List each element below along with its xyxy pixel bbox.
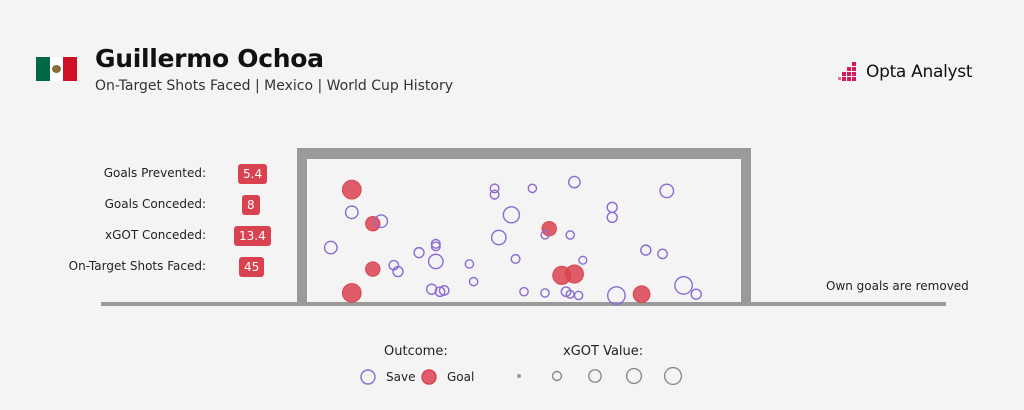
legend-xgot-size-marker bbox=[625, 367, 643, 385]
legend-marks bbox=[360, 366, 683, 386]
save-shot-point bbox=[344, 205, 359, 220]
goal-shot-point bbox=[632, 285, 651, 304]
save-shot-point bbox=[430, 238, 441, 249]
goal-shot-point bbox=[341, 283, 362, 303]
save-shot-point bbox=[659, 183, 675, 199]
goal-shot-point bbox=[341, 179, 362, 200]
save-shot-point bbox=[540, 288, 550, 298]
goal-shot-point bbox=[564, 264, 584, 284]
goal-frame bbox=[297, 148, 751, 302]
stat-badge: 5.4 bbox=[238, 164, 268, 184]
save-shot-point bbox=[464, 259, 475, 269]
stat-shots-faced: On-Target Shots Faced: 45 bbox=[60, 257, 270, 277]
save-shot-point bbox=[468, 276, 479, 287]
save-shot-point bbox=[519, 286, 529, 297]
save-shot-point bbox=[606, 211, 618, 224]
outcome-legend-title: Outcome: bbox=[384, 344, 448, 359]
legend-xgot-size-marker bbox=[663, 366, 683, 386]
legend-xgot-size-marker bbox=[551, 370, 563, 382]
stat-label: Goals Prevented: bbox=[103, 166, 206, 180]
ground-line bbox=[101, 302, 946, 306]
save-shot-point bbox=[573, 290, 584, 301]
save-shot-point bbox=[578, 255, 588, 265]
flag-emblem-icon bbox=[52, 65, 61, 73]
goal-shot-point bbox=[365, 215, 381, 232]
flag-stripe-green bbox=[36, 57, 50, 81]
save-shot-point bbox=[434, 286, 446, 298]
save-shot-point bbox=[540, 230, 550, 240]
save-shot-point bbox=[489, 183, 500, 194]
save-shot-point bbox=[392, 265, 404, 278]
save-shot-point bbox=[323, 240, 338, 255]
xgot-legend-title: xGOT Value: bbox=[563, 344, 644, 359]
opta-dots-icon bbox=[838, 62, 856, 81]
goal-shot-point bbox=[365, 261, 381, 277]
stat-badge: 13.4 bbox=[234, 226, 271, 246]
stat-badge: 8 bbox=[242, 195, 260, 215]
save-shot-point bbox=[640, 244, 652, 256]
save-shot-point bbox=[606, 286, 626, 305]
page-title: Guillermo Ochoa bbox=[95, 44, 324, 73]
save-shot-point bbox=[510, 253, 521, 264]
legend-xgot-size-marker bbox=[588, 369, 602, 383]
stat-badge: 45 bbox=[239, 257, 265, 277]
save-shot-point bbox=[502, 206, 521, 224]
save-shot-point bbox=[413, 246, 425, 259]
save-shot-point bbox=[568, 175, 581, 189]
stat-label: Goals Conceded: bbox=[104, 197, 206, 211]
save-shot-point bbox=[674, 275, 694, 295]
save-shot-point bbox=[606, 201, 618, 213]
stat-label: xGOT Conceded: bbox=[105, 228, 206, 242]
save-shot-point bbox=[657, 248, 668, 260]
save-shot-point bbox=[560, 286, 572, 298]
save-shot-point bbox=[427, 253, 444, 270]
legend-save-marker bbox=[360, 369, 376, 385]
save-shot-point bbox=[527, 183, 538, 194]
page-subtitle: On-Target Shots Faced | Mexico | World C… bbox=[95, 78, 454, 94]
stat-goals-prevented: Goals Prevented: 5.4 bbox=[60, 164, 270, 184]
save-shot-point bbox=[690, 288, 702, 300]
stat-label: On-Target Shots Faced: bbox=[68, 259, 206, 273]
save-shot-point bbox=[374, 214, 389, 229]
legend-goal-marker bbox=[421, 369, 437, 385]
flag-stripe-red bbox=[63, 57, 78, 81]
legend-goal-label: Goal bbox=[447, 370, 475, 384]
save-shot-point bbox=[490, 229, 507, 246]
save-shot-point bbox=[438, 285, 450, 296]
stat-xgot-conceded: xGOT Conceded: 13.4 bbox=[60, 226, 271, 246]
opta-analyst-logo: Opta Analyst bbox=[838, 60, 972, 84]
mexico-flag-icon bbox=[36, 57, 78, 81]
shot-points bbox=[323, 175, 702, 305]
save-shot-point bbox=[565, 230, 576, 240]
save-shot-point bbox=[489, 189, 500, 200]
brand-name: Opta Analyst bbox=[866, 62, 973, 82]
legend-xgot-size-marker bbox=[517, 374, 521, 378]
own-goals-note: Own goals are removed bbox=[826, 279, 969, 293]
legend-save-label: Save bbox=[386, 370, 416, 384]
stat-goals-conceded: Goals Conceded: 8 bbox=[60, 195, 270, 215]
